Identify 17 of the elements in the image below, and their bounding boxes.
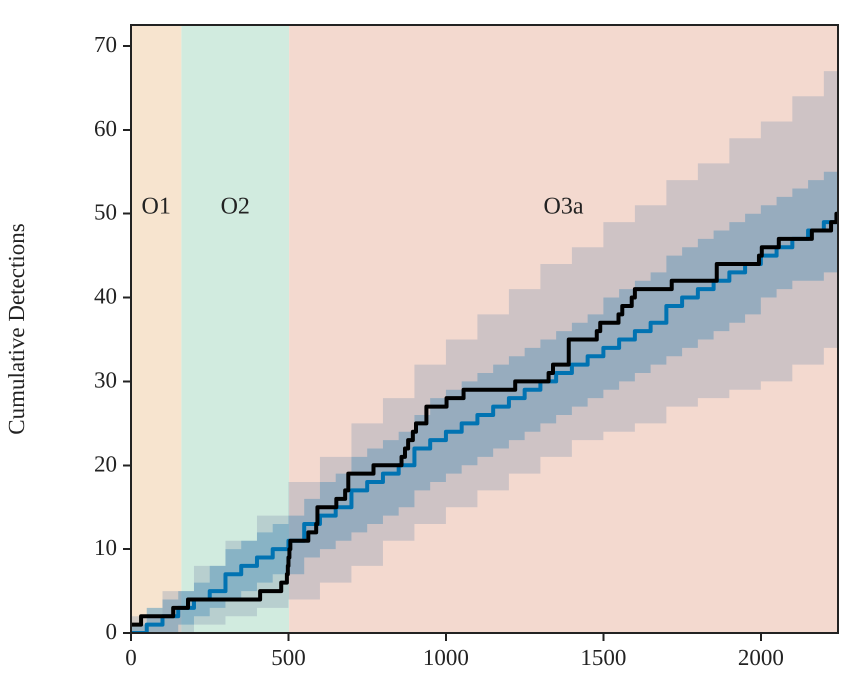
x-tick-label: 0 [125, 644, 137, 670]
x-tick-label: 1500 [580, 644, 626, 670]
y-tick-label: 50 [94, 200, 117, 225]
y-tick-label: 60 [94, 116, 117, 141]
x-tick-label: 1000 [422, 644, 469, 670]
y-tick-label: 30 [94, 367, 117, 392]
x-tick-label: 2000 [738, 644, 784, 670]
y-tick-label: 70 [94, 32, 117, 58]
band-label: O3a [544, 194, 584, 220]
y-tick-label: 20 [94, 451, 117, 476]
y-tick-label: 10 [94, 535, 117, 560]
x-tick-label: 500 [271, 644, 306, 670]
band-label: O1 [142, 194, 171, 220]
y-axis-title: Cumulative Detections [4, 223, 29, 435]
band-label: O2 [220, 194, 250, 220]
y-tick-label: 40 [94, 284, 117, 309]
y-tick-label: 0 [106, 619, 117, 644]
